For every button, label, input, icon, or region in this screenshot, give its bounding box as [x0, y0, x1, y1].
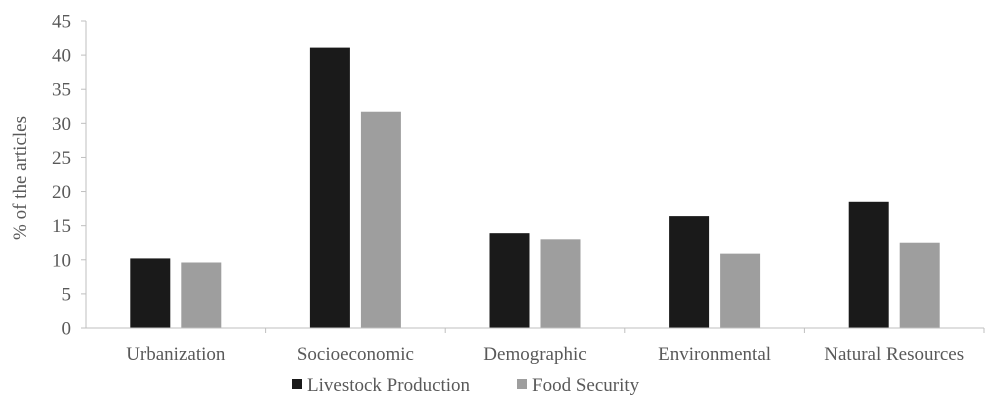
x-tick-label: Natural Resources — [824, 344, 964, 365]
bar — [669, 216, 710, 328]
y-tick-label: 15 — [52, 216, 71, 237]
y-axis-ticks: 0 5 10 15 20 25 30 35 40 45 — [52, 12, 86, 340]
x-tick-label: Demographic — [483, 344, 586, 365]
y-tick-label: 45 — [52, 12, 71, 33]
bar — [360, 111, 401, 328]
x-axis-ticks: Urbanization Socioeconomic Demographic Envi… — [126, 328, 985, 365]
bar — [899, 242, 940, 328]
bar — [489, 233, 530, 328]
bar — [309, 47, 350, 329]
legend-swatch — [292, 379, 302, 389]
y-tick-label: 25 — [52, 148, 71, 169]
y-tick-label: 40 — [52, 46, 71, 67]
legend-label: Livestock Production — [307, 375, 471, 396]
legend: Livestock Production Food Security — [292, 375, 640, 396]
y-tick-label: 10 — [52, 250, 71, 271]
bar — [720, 253, 761, 328]
x-tick-label: Socioeconomic — [297, 344, 414, 365]
y-tick-label: 30 — [52, 114, 71, 135]
bar — [848, 201, 889, 328]
bars — [130, 47, 940, 329]
y-axis-label: % of the articles — [10, 116, 31, 240]
bar — [540, 239, 581, 328]
y-tick-label: 0 — [62, 319, 72, 340]
y-tick-label: 20 — [52, 182, 71, 203]
legend-label: Food Security — [532, 375, 640, 396]
bar — [130, 258, 171, 328]
y-tick-label: 5 — [62, 284, 72, 305]
x-tick-label: Environmental — [658, 344, 771, 365]
bar — [181, 262, 222, 328]
legend-swatch — [517, 379, 527, 389]
x-tick-label: Urbanization — [126, 344, 226, 365]
y-tick-label: 35 — [52, 80, 71, 101]
